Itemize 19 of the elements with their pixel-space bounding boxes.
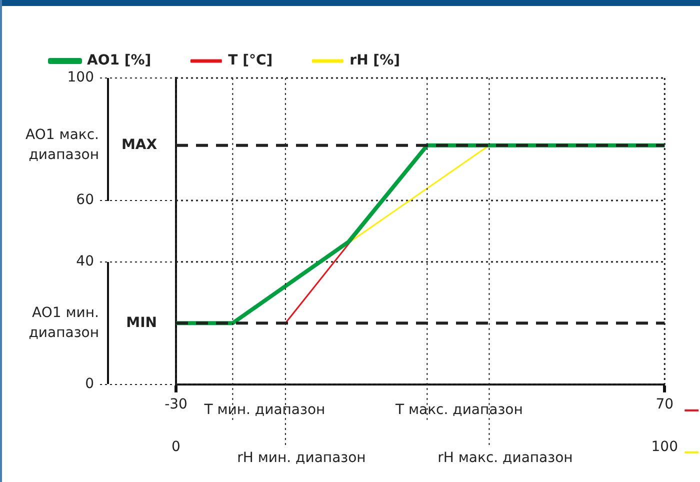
y-tick-label: 60 xyxy=(76,192,94,208)
x2-tick-label: 0 xyxy=(172,439,180,456)
y-tick-label: 100 xyxy=(67,70,94,86)
text: AO1 мин. диапазон xyxy=(28,304,99,341)
x-tick-label: -30 xyxy=(164,396,188,412)
y-tick-label: 40 xyxy=(76,253,94,270)
legend-label: AO1 [%] xyxy=(87,52,152,69)
ref-line-label: T мин. диапазон xyxy=(203,402,326,418)
x-tick-label: 70 xyxy=(656,396,674,412)
x2-tick-label: 100 xyxy=(651,439,678,456)
text: AO1 макс. диапазон xyxy=(26,127,99,164)
ref-line-label: rH мин. диапазон xyxy=(237,450,366,466)
legend-label: T [°C] xyxy=(228,52,273,69)
ref-line-label: MAX xyxy=(121,137,158,154)
ref-line-label: MIN xyxy=(126,314,157,331)
legend-label: rH [%] xyxy=(350,52,400,69)
ref-line-label: T макс. диапазон xyxy=(394,402,523,418)
ref-line-label: rH макс. диапазон xyxy=(438,450,573,466)
y-tick-label: 0 xyxy=(85,376,94,392)
